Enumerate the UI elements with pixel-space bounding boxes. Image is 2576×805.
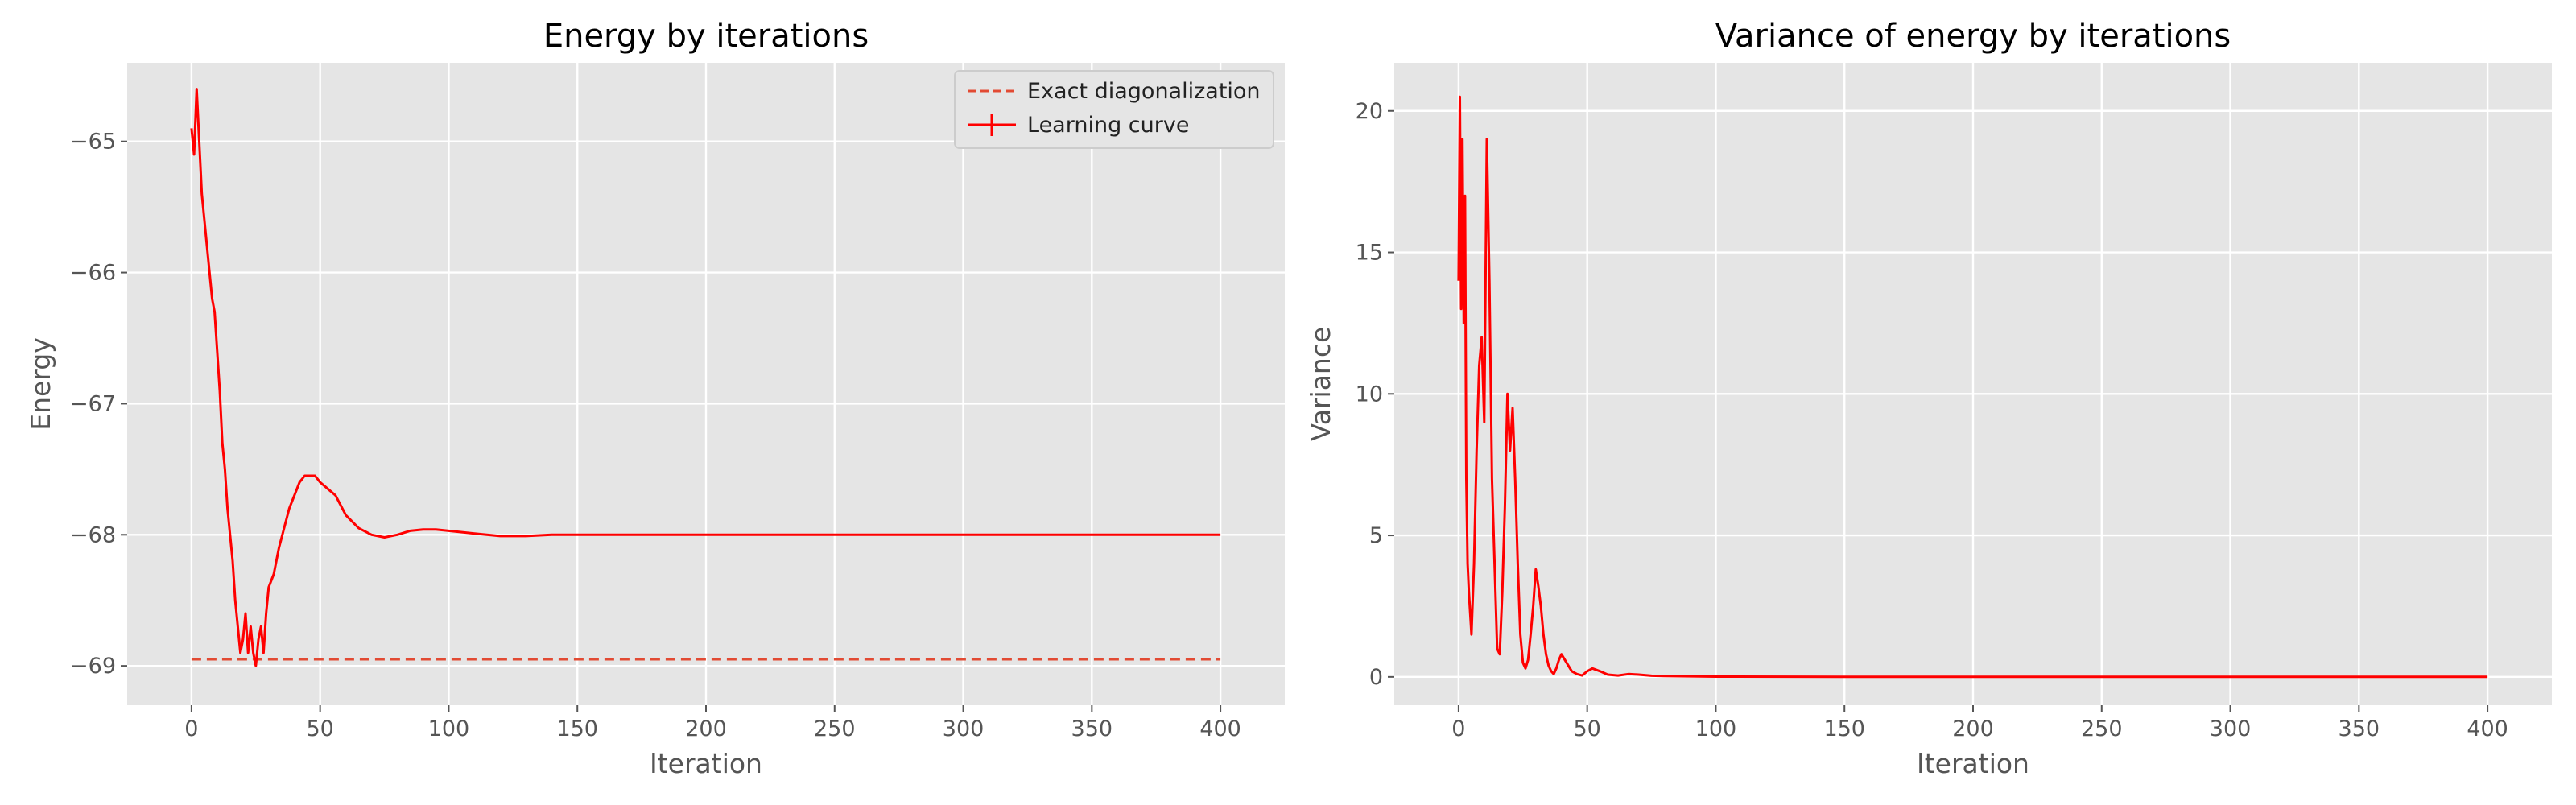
variance-x-axis-label: Iteration <box>1917 748 2029 779</box>
energy-ticks: 0 50 100 150 200 250 300 350 400 −69 −68 −67 −66 −65 <box>70 130 1241 741</box>
energy-legend: Exact diagonalization Learning curve <box>954 70 1274 149</box>
variance-chart-title: Variance of energy by iterations <box>1715 18 2231 55</box>
variance-x-tick-label: 150 <box>1823 716 1865 741</box>
energy-y-tick-label: −68 <box>70 522 116 547</box>
variance-x-tick-label: 350 <box>2339 716 2380 741</box>
energy-y-tick-label: −65 <box>70 130 116 155</box>
variance-x-tick-label: 400 <box>2467 716 2508 741</box>
energy-x-tick-label: 200 <box>685 716 727 741</box>
energy-y-axis-label: Energy <box>25 337 56 431</box>
variance-y-tick-label: 5 <box>1369 523 1383 548</box>
variance-chart: 0 50 100 150 200 250 300 350 400 0 5 10 15 20 Varianc… <box>1305 18 2552 779</box>
energy-chart-title: Energy by iterations <box>543 18 869 55</box>
energy-series <box>190 88 1221 667</box>
variance-y-tick-label: 0 <box>1369 665 1383 690</box>
energy-y-tick-label: −69 <box>70 654 116 679</box>
variance-series-line-0 <box>1457 95 2488 679</box>
energy-x-tick-label: 300 <box>943 716 985 741</box>
variance-y-axis-label: Variance <box>1305 327 1336 442</box>
energy-x-tick-label: 400 <box>1199 716 1241 741</box>
energy-y-tick-label: −67 <box>70 391 116 416</box>
legend-label-exact: Exact diagonalization <box>1027 79 1261 104</box>
energy-series-line-1 <box>190 88 1221 667</box>
variance-y-tick-label: 15 <box>1356 241 1383 266</box>
energy-x-tick-label: 50 <box>306 716 333 741</box>
variance-x-tick-label: 300 <box>2210 716 2252 741</box>
energy-x-tick-label: 0 <box>184 716 198 741</box>
energy-x-axis-label: Iteration <box>650 748 762 779</box>
legend-label-learning: Learning curve <box>1027 113 1189 138</box>
energy-x-tick-label: 350 <box>1071 716 1113 741</box>
variance-y-tick-label: 20 <box>1356 99 1383 124</box>
energy-x-tick-label: 100 <box>428 716 470 741</box>
variance-x-tick-label: 250 <box>2081 716 2123 741</box>
energy-y-tick-label: −66 <box>70 261 116 286</box>
variance-y-tick-label: 10 <box>1356 382 1383 407</box>
variance-x-tick-label: 200 <box>1952 716 1994 741</box>
energy-x-tick-label: 150 <box>556 716 598 741</box>
variance-x-tick-label: 100 <box>1695 716 1737 741</box>
variance-x-tick-label: 50 <box>1573 716 1600 741</box>
variance-x-tick-label: 0 <box>1451 716 1465 741</box>
variance-ticks: 0 50 100 150 200 250 300 350 400 0 5 10 15 20 <box>1356 99 2508 741</box>
legend-box <box>954 70 1274 149</box>
energy-x-tick-label: 250 <box>814 716 856 741</box>
energy-chart: 0 50 100 150 200 250 300 350 400−69−68−67−66−65 … <box>25 18 1285 779</box>
variance-series <box>1457 95 2488 679</box>
